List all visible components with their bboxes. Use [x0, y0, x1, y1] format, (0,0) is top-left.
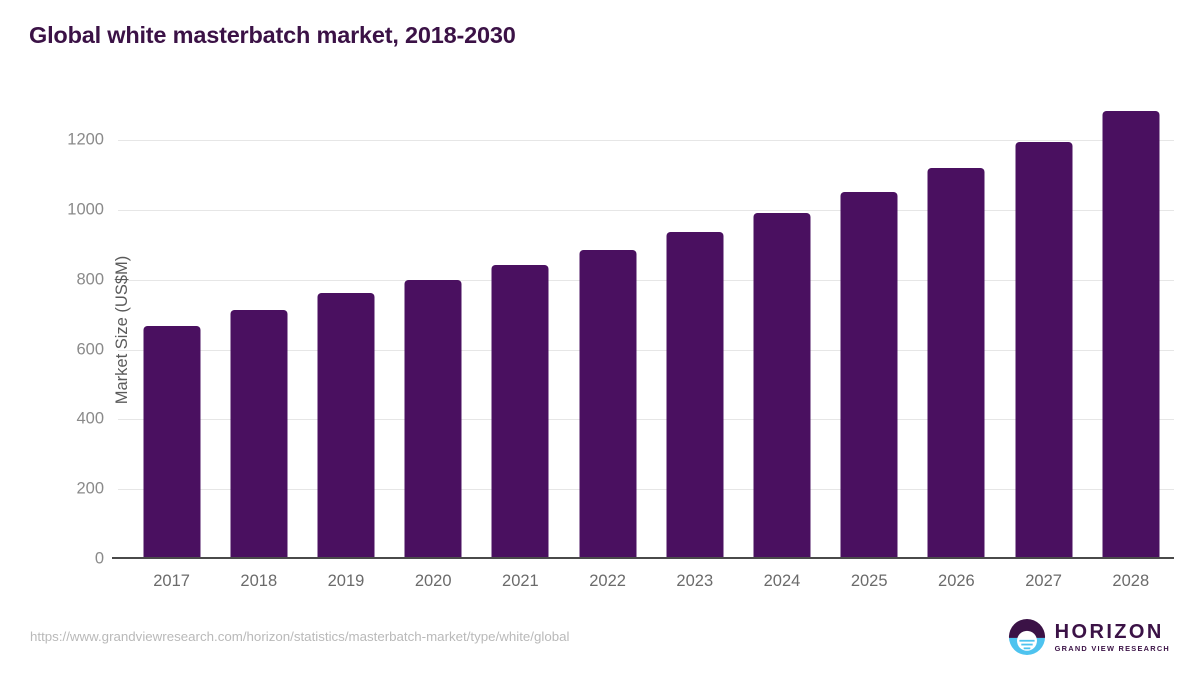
bar-group: 2017	[128, 100, 215, 590]
bar[interactable]	[840, 192, 898, 559]
bar-group: 2018	[215, 100, 302, 590]
bar[interactable]	[317, 292, 375, 559]
bar-group: 2028	[1087, 100, 1174, 590]
bar-group: 2019	[302, 100, 389, 590]
bar-group: 2027	[1000, 100, 1087, 590]
bar-series: 2017 2018 2019 2020 2021 2022 2023 2024 2025 2026…	[118, 100, 1174, 590]
source-url[interactable]: https://www.grandviewresearch.com/horizo…	[30, 629, 570, 644]
bar[interactable]	[404, 280, 462, 559]
page-title: Global white masterbatch market, 2018-20…	[29, 22, 516, 48]
x-axis-tick-label: 2025	[850, 572, 888, 590]
x-axis-tick-label: 2020	[414, 572, 452, 590]
x-axis-tick-label: 2022	[589, 572, 626, 590]
bar-group: 2021	[477, 100, 564, 590]
bar-group: 2023	[651, 100, 738, 590]
bar-group: 2024	[738, 100, 825, 590]
logo-tagline: GRAND VIEW RESEARCH	[1054, 643, 1170, 653]
y-axis-tick-label: 400	[76, 409, 104, 428]
horizon-logo: HORIZON GRAND VIEW RESEARCH	[1008, 618, 1170, 656]
bar-group: 2020	[390, 100, 477, 590]
bar[interactable]	[491, 265, 549, 559]
bar[interactable]	[143, 326, 201, 559]
bar[interactable]	[230, 309, 288, 559]
bar[interactable]	[579, 250, 637, 559]
x-axis-tick-label: 2027	[1025, 572, 1062, 590]
bar[interactable]	[927, 167, 985, 559]
bar-group: 2025	[826, 100, 913, 590]
bar[interactable]	[1015, 141, 1073, 559]
logo-wordmark: HORIZON GRAND VIEW RESEARCH	[1055, 622, 1170, 652]
x-axis-tick-label: 2021	[502, 572, 539, 590]
logo-name: HORIZON	[1054, 620, 1164, 643]
x-axis-tick-label: 2026	[938, 572, 975, 590]
y-axis-tick-label: 800	[76, 270, 104, 289]
bar[interactable]	[1102, 111, 1160, 559]
y-axis-tick-label: 0	[94, 549, 104, 568]
bar[interactable]	[666, 232, 724, 559]
x-axis-tick-label: 2019	[327, 572, 365, 590]
y-axis-tick-label: 1200	[67, 130, 104, 149]
x-axis-line	[112, 557, 1174, 559]
y-axis-tick-label: 600	[76, 340, 104, 358]
x-axis-tick-label: 2028	[1112, 572, 1150, 590]
x-axis-tick-label: 2017	[153, 572, 190, 590]
x-axis-tick-label: 2024	[763, 572, 801, 590]
x-axis-tick-label: 2023	[676, 572, 714, 590]
bar[interactable]	[753, 212, 811, 559]
y-axis-tick-label: 200	[76, 479, 104, 498]
x-axis-tick-label: 2018	[240, 572, 278, 590]
bar-group: 2022	[564, 100, 651, 590]
plot-area: Market Size (US$M) 0 200 400 600 800 1000 1200…	[67, 100, 1174, 590]
y-axis-tick-label: 1000	[67, 200, 104, 219]
horizon-logo-icon	[1008, 618, 1045, 656]
bar-group: 2026	[913, 100, 1000, 590]
